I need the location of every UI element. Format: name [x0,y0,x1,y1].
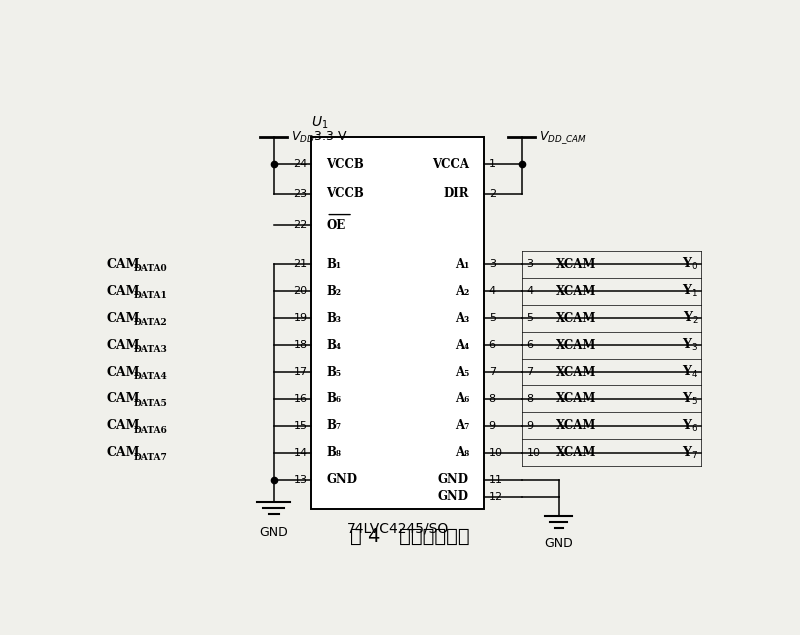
Text: 9: 9 [489,421,496,431]
Text: 24: 24 [294,159,308,169]
Text: A₂: A₂ [454,285,469,298]
Text: A₅: A₅ [454,366,469,378]
Text: XCAM: XCAM [556,312,596,324]
Text: GND: GND [438,473,469,486]
Text: Y$_6$: Y$_6$ [682,418,698,434]
Text: Y$_4$: Y$_4$ [682,364,698,380]
Text: Y$_2$: Y$_2$ [682,310,698,326]
Text: XCAM: XCAM [556,366,596,378]
Text: 8: 8 [489,394,496,404]
Text: B₇: B₇ [326,419,342,432]
Text: B₈: B₈ [326,446,342,459]
Text: DATA0: DATA0 [134,264,167,273]
Text: 18: 18 [294,340,308,350]
Text: 1: 1 [489,159,496,169]
Text: XCAM: XCAM [556,392,596,405]
Text: 6: 6 [526,340,534,350]
Text: 7: 7 [526,367,534,377]
Text: U$_1$: U$_1$ [310,115,328,131]
Text: 图 4   数据线连接图: 图 4 数据线连接图 [350,526,470,545]
Text: B₅: B₅ [326,366,342,378]
Text: 10: 10 [526,448,541,458]
Text: DATA3: DATA3 [134,345,167,354]
Text: XCAM: XCAM [556,285,596,298]
Text: 5: 5 [526,313,534,323]
Text: 74LVC4245/SO: 74LVC4245/SO [346,521,449,535]
Text: XCAM: XCAM [556,338,596,352]
Text: 16: 16 [294,394,308,404]
Text: B₄: B₄ [326,338,342,352]
Text: 21: 21 [294,260,308,269]
Text: 10: 10 [489,448,502,458]
Text: DATA4: DATA4 [134,372,167,381]
Text: 13: 13 [294,474,308,485]
Text: Y$_5$: Y$_5$ [682,391,698,407]
Text: 9: 9 [526,421,534,431]
Text: A₈: A₈ [454,446,469,459]
Text: 20: 20 [294,286,308,297]
Text: DATA5: DATA5 [134,399,167,408]
Text: A₄: A₄ [454,338,469,352]
Text: B₃: B₃ [326,312,342,324]
Text: 5: 5 [489,313,496,323]
Text: CAM: CAM [106,285,140,298]
Text: DIR: DIR [443,187,469,200]
Text: Y$_3$: Y$_3$ [682,337,698,353]
Text: 4: 4 [526,286,534,297]
Text: VCCB: VCCB [326,187,364,200]
Text: 2: 2 [489,189,496,199]
Text: DATA7: DATA7 [134,453,167,462]
Text: 23: 23 [294,189,308,199]
Text: VCCA: VCCA [432,157,469,171]
Text: A₇: A₇ [454,419,469,432]
Text: 3: 3 [526,260,534,269]
Text: 8: 8 [526,394,534,404]
Text: CAM: CAM [106,258,140,271]
Text: A₃: A₃ [454,312,469,324]
Text: DATA2: DATA2 [134,318,167,327]
Text: $V_{\mathit{DD\_CAM}}$: $V_{\mathit{DD\_CAM}}$ [539,129,586,145]
Text: XCAM: XCAM [556,446,596,459]
Text: 3: 3 [489,260,496,269]
Text: GND: GND [259,526,288,539]
Text: 14: 14 [294,448,308,458]
Text: XCAM: XCAM [556,419,596,432]
Text: 22: 22 [294,220,308,231]
Text: A₆: A₆ [454,392,469,405]
Text: CAM: CAM [106,366,140,378]
Text: CAM: CAM [106,446,140,459]
Text: CAM: CAM [106,392,140,405]
Text: VCCB: VCCB [326,157,364,171]
Text: DATA6: DATA6 [134,425,167,435]
Text: A₁: A₁ [454,258,469,271]
Text: 4: 4 [489,286,496,297]
Text: $V_{\mathit{DD}}$3.3 V: $V_{\mathit{DD}}$3.3 V [291,130,348,145]
Text: 12: 12 [489,491,503,502]
Text: B₂: B₂ [326,285,342,298]
Text: CAM: CAM [106,338,140,352]
Text: DATA1: DATA1 [134,291,167,300]
Text: Y$_1$: Y$_1$ [682,283,698,299]
Text: 7: 7 [489,367,496,377]
Text: 17: 17 [294,367,308,377]
Text: XCAM: XCAM [556,258,596,271]
Text: 6: 6 [489,340,496,350]
Text: CAM: CAM [106,312,140,324]
Text: GND: GND [545,537,573,550]
Text: B₆: B₆ [326,392,342,405]
Text: GND: GND [438,490,469,503]
Text: 11: 11 [489,474,502,485]
Bar [310,137,485,509]
Text: 19: 19 [294,313,308,323]
Text: B₁: B₁ [326,258,342,271]
Text: Y$_0$: Y$_0$ [682,257,698,272]
Text: 15: 15 [294,421,308,431]
Text: Y$_7$: Y$_7$ [682,444,698,461]
Text: GND: GND [326,473,358,486]
Text: OE: OE [326,219,346,232]
Text: CAM: CAM [106,419,140,432]
